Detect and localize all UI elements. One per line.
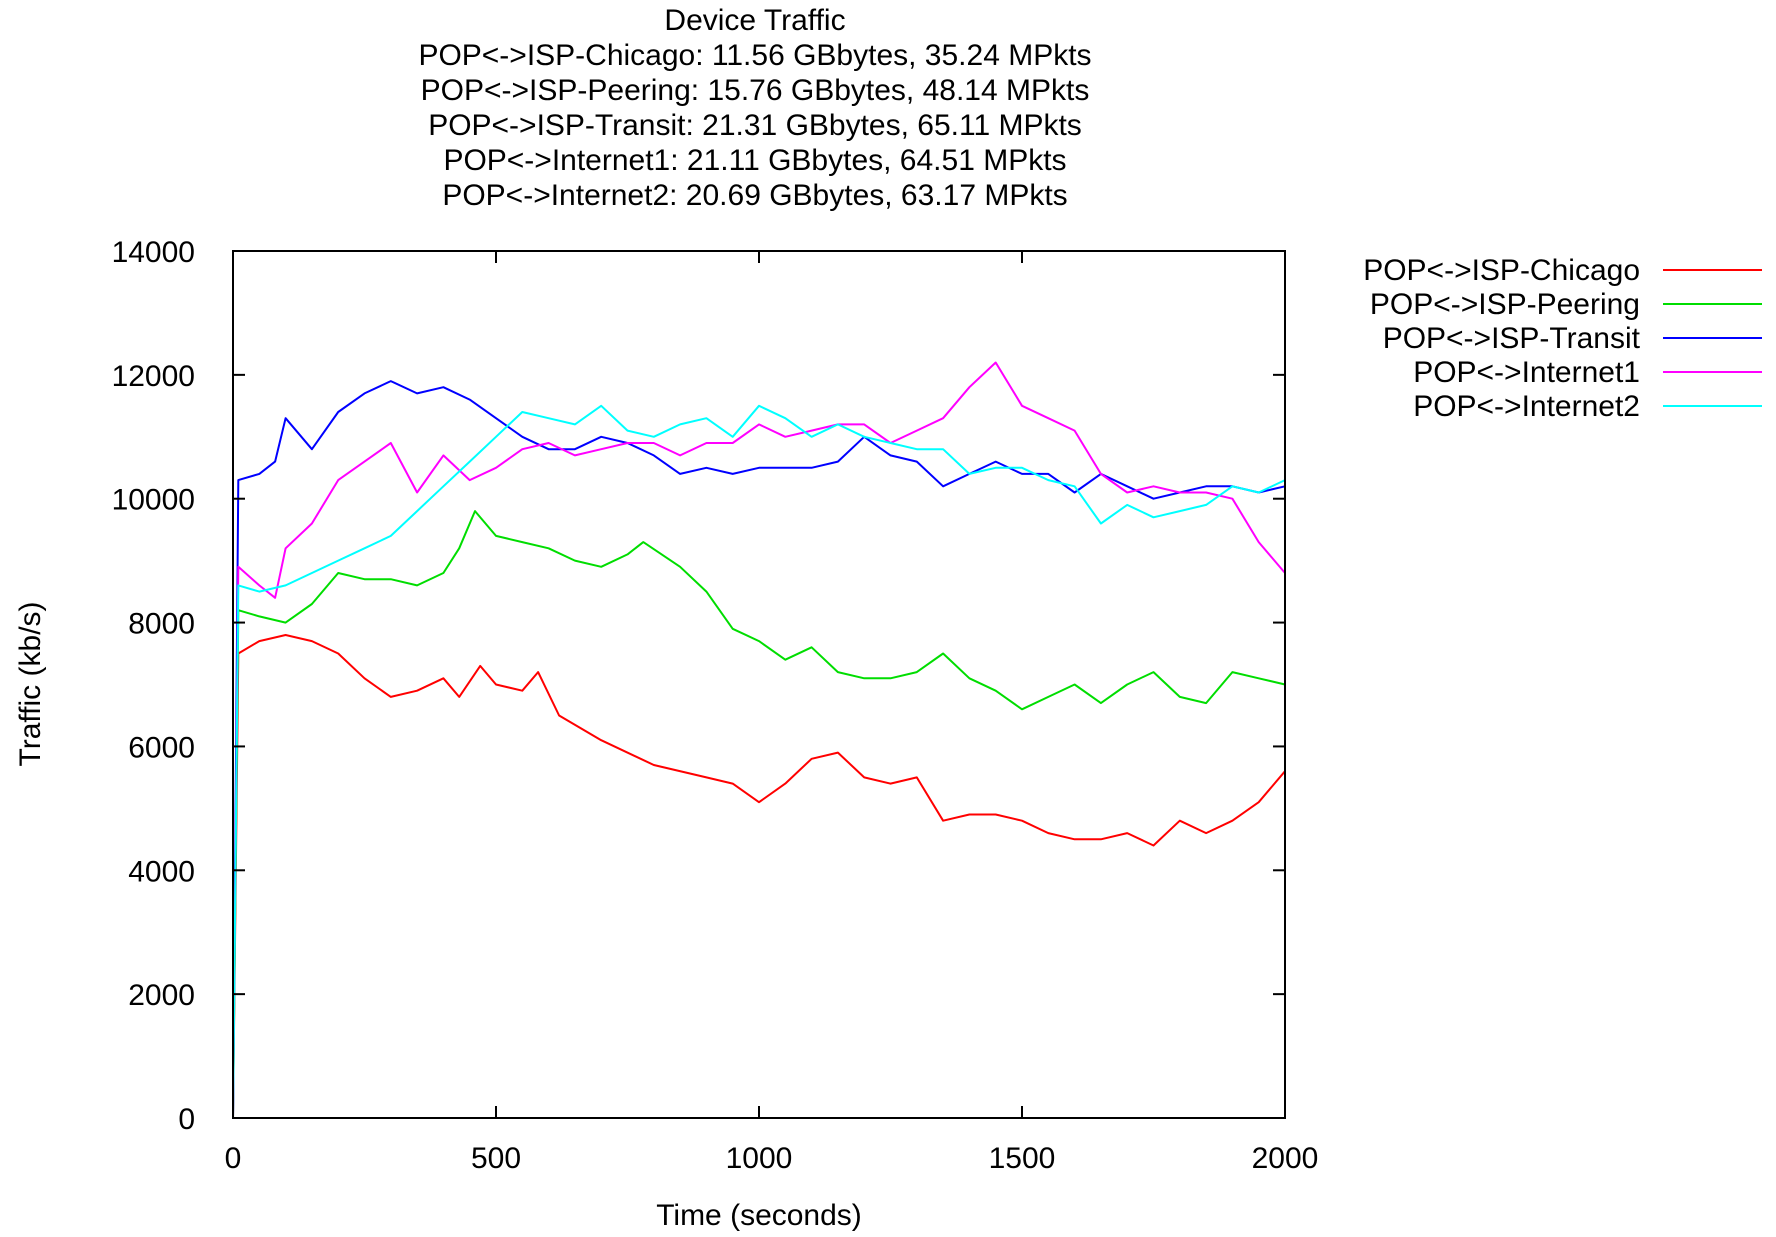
x-tick-label-3: 1500: [989, 1142, 1056, 1175]
x-axis: 0 500 1000 1500 2000: [225, 251, 1319, 1175]
x-axis-label: Time (seconds): [656, 1199, 862, 1232]
series-line-2: [232, 510, 1286, 1119]
y-axis: 0 2000 4000 6000 8000 10000 12000 14000: [112, 236, 1285, 1136]
series-line-4: [232, 361, 1286, 1119]
x-tick-label-0: 0: [225, 1142, 242, 1175]
subtitle-line-5: POP<->Internet2: 20.69 GBbytes, 63.17 MP…: [442, 179, 1067, 212]
legend-label-3: POP<->ISP-Transit: [1383, 322, 1641, 355]
legend-label-5: POP<->Internet2: [1413, 390, 1640, 423]
series-line-5: [232, 404, 1286, 1119]
subtitle-line-1: POP<->ISP-Chicago: 11.56 GBbytes, 35.24 …: [418, 39, 1091, 72]
chart-title-block: Device Traffic POP<->ISP-Chicago: 11.56 …: [418, 4, 1091, 212]
y-tick-label-3: 6000: [128, 731, 195, 764]
subtitle-line-4: POP<->Internet1: 21.11 GBbytes, 64.51 MP…: [443, 144, 1066, 177]
x-tick-label-4: 2000: [1252, 1142, 1319, 1175]
legend: POP<->ISP-ChicagoPOP<->ISP-PeeringPOP<->…: [1363, 254, 1762, 423]
y-tick-label-1: 2000: [128, 979, 195, 1012]
series-lines: [232, 361, 1286, 1119]
legend-label-4: POP<->Internet1: [1413, 356, 1640, 389]
legend-label-1: POP<->ISP-Chicago: [1363, 254, 1640, 287]
x-tick-label-1: 500: [471, 1142, 521, 1175]
y-tick-label-4: 8000: [128, 608, 195, 641]
subtitle-line-3: POP<->ISP-Transit: 21.31 GBbytes, 65.11 …: [428, 109, 1082, 142]
y-axis-label: Traffic (kb/s): [14, 601, 47, 766]
y-tick-label-2: 4000: [128, 855, 195, 888]
y-tick-label-7: 14000: [112, 236, 195, 269]
y-tick-label-6: 12000: [112, 360, 195, 393]
y-tick-label-5: 10000: [112, 484, 195, 517]
chart-title: Device Traffic: [664, 4, 845, 37]
y-tick-label-0: 0: [178, 1103, 195, 1136]
series-line-1: [232, 634, 1286, 1119]
subtitle-line-2: POP<->ISP-Peering: 15.76 GBbytes, 48.14 …: [421, 74, 1090, 107]
x-tick-label-2: 1000: [726, 1142, 793, 1175]
legend-label-2: POP<->ISP-Peering: [1370, 288, 1640, 321]
